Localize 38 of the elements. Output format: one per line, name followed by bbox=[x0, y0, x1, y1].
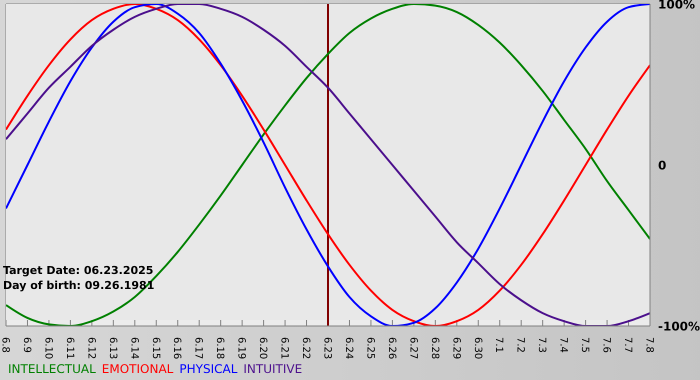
x-tick-label: 6.30 bbox=[472, 337, 483, 360]
text: PHYSICAL bbox=[179, 362, 238, 376]
x-tick-label: 7.6 bbox=[600, 337, 612, 353]
x-tick-label: 6.21 bbox=[278, 337, 290, 360]
x-tick-label: 7.1 bbox=[493, 337, 504, 353]
x-tick-label: 6.27 bbox=[407, 337, 418, 360]
x-tick-label: 6.24 bbox=[342, 337, 354, 360]
x-tick-label: 7.3 bbox=[536, 337, 548, 353]
x-tick-label: 7.7 bbox=[622, 337, 634, 353]
x-tick-label: 6.13 bbox=[106, 337, 118, 360]
y-tick-label: -100% bbox=[658, 319, 700, 334]
x-tick-label: 6.17 bbox=[192, 337, 204, 360]
x-tick-label: 6.18 bbox=[214, 337, 226, 360]
annotation: Target Date: 06.23.2025 bbox=[3, 263, 154, 278]
x-tick-label: 7.2 bbox=[514, 337, 526, 353]
x-tick-label: 6.25 bbox=[364, 337, 376, 360]
x-tick-label: 6.20 bbox=[257, 337, 268, 360]
x-tick-label: 6.12 bbox=[85, 337, 96, 360]
x-tick-label: 6.9 bbox=[20, 337, 32, 353]
y-tick-label: 0 bbox=[658, 158, 666, 172]
x-tick-label: 7.5 bbox=[579, 337, 590, 353]
x-tick-label: 6.15 bbox=[150, 337, 161, 360]
text: INTELLECTUAL bbox=[8, 362, 96, 376]
x-tick-label: 6.29 bbox=[450, 337, 462, 360]
x-tick-label: 6.11 bbox=[64, 337, 75, 360]
x-tick-label: 6.22 bbox=[300, 337, 312, 360]
x-tick-label: 6.14 bbox=[128, 337, 140, 360]
x-tick-label: 7.8 bbox=[644, 337, 654, 353]
x-tick-label: 6.10 bbox=[42, 337, 54, 360]
x-tick-label: 6.8 bbox=[0, 337, 10, 353]
x-tick-label: 6.16 bbox=[171, 337, 182, 360]
x-tick-label: 6.26 bbox=[386, 337, 397, 360]
x-tick-label: 7.4 bbox=[558, 337, 569, 353]
x-tick-label: 6.19 bbox=[236, 337, 247, 360]
x-tick-label: 6.23 bbox=[322, 337, 332, 360]
text: INTUITIVE bbox=[243, 362, 302, 376]
x-tick-label: 6.28 bbox=[428, 337, 440, 360]
text: EMOTIONAL bbox=[102, 362, 174, 376]
